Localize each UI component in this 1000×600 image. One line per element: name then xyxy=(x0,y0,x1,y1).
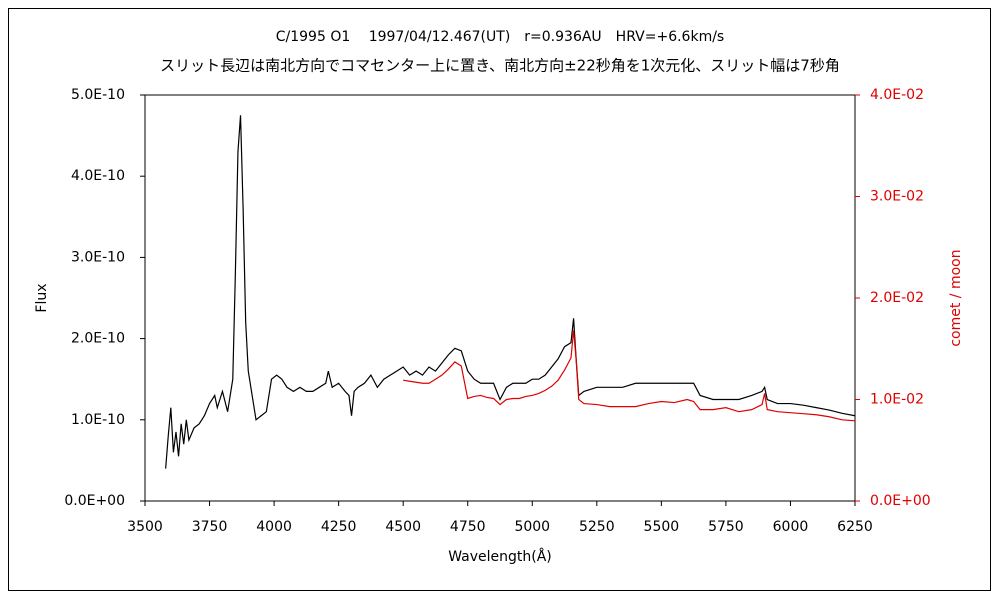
plot-area xyxy=(144,94,856,502)
x-tick-label: 4750 xyxy=(450,519,486,535)
y-tick-label: 4.0E-10 xyxy=(71,168,125,184)
y-tick-label: 2.0E-10 xyxy=(71,331,125,347)
x-tick-label: 3750 xyxy=(192,519,228,535)
y-tick-label: 0.0E+00 xyxy=(64,493,125,509)
x-tick-label: 3500 xyxy=(127,519,163,535)
y-tick-label: 5.0E-10 xyxy=(71,87,125,103)
x-axis-label: Wavelength(Å) xyxy=(448,548,552,565)
y-axis-label: Flux xyxy=(34,283,50,312)
x-tick-label: 6250 xyxy=(837,519,873,535)
x-tick-label: 5500 xyxy=(644,519,680,535)
y2-tick-label: 4.0E-02 xyxy=(870,87,924,103)
x-tick-label: 4000 xyxy=(256,519,292,535)
x-tick-label: 4250 xyxy=(321,519,357,535)
data-line xyxy=(403,330,856,422)
y-tick-label: 3.0E-10 xyxy=(71,249,125,265)
chart-subtitle: スリット長辺は南北方向でコマセンター上に置き、南北方向±22秒角を1次元化、スリ… xyxy=(160,57,840,75)
frame xyxy=(8,8,991,591)
data-line xyxy=(165,115,856,469)
chart-title: C/1995 O1 1997/04/12.467(UT) r=0.936AU H… xyxy=(276,29,724,45)
x-tick-label: 5750 xyxy=(708,519,744,535)
y2-tick-label: 0.0E+00 xyxy=(870,493,931,509)
y2-tick-label: 2.0E-02 xyxy=(870,290,924,306)
y2-axis-label: comet / moon xyxy=(948,249,964,346)
x-tick-label: 5250 xyxy=(579,519,615,535)
x-tick-label: 6000 xyxy=(773,519,809,535)
y2-tick-label: 3.0E-02 xyxy=(870,189,924,205)
y-tick-label: 1.0E-10 xyxy=(71,412,125,428)
y2-tick-label: 1.0E-02 xyxy=(870,392,924,408)
x-tick-label: 5000 xyxy=(514,519,550,535)
x-tick-label: 4500 xyxy=(385,519,421,535)
